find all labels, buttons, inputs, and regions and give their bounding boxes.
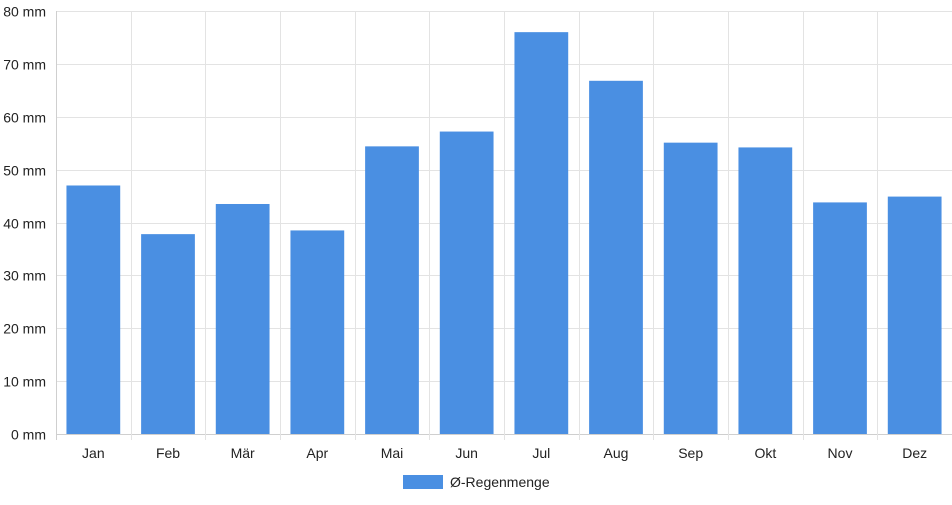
bar-mai[interactable]	[365, 146, 419, 435]
y-tick-label: 40 mm	[3, 216, 46, 232]
x-tick-label: Sep	[678, 445, 703, 461]
bars-layer	[66, 32, 942, 435]
y-tick-label: 80 mm	[3, 4, 46, 20]
bar-feb[interactable]	[141, 234, 195, 434]
grid-layer	[56, 11, 952, 440]
bar-mär[interactable]	[215, 203, 270, 434]
y-tick-label: 60 mm	[3, 110, 46, 126]
x-tick-label: Jun	[455, 445, 478, 461]
bar-dez[interactable]	[887, 196, 942, 434]
y-axis: 0 mm 10 mm 20 mm 30 mm 40 mm 50 mm 60 mm 70 mm 8…	[3, 4, 46, 443]
bar-jun[interactable]	[439, 131, 494, 434]
x-tick-label: Jan	[82, 445, 105, 461]
x-tick-label: Apr	[306, 445, 328, 461]
x-tick-label: Nov	[828, 445, 853, 461]
y-tick-label: 30 mm	[3, 268, 46, 284]
y-tick-label: 10 mm	[3, 374, 46, 390]
x-tick-label: Dez	[902, 445, 927, 461]
bar-okt[interactable]	[738, 147, 793, 435]
legend-swatch[interactable]	[403, 475, 443, 489]
y-tick-label: 70 mm	[3, 57, 46, 73]
bar-sep[interactable]	[663, 142, 718, 434]
x-tick-label: Okt	[754, 445, 776, 461]
x-tick-label: Aug	[604, 445, 629, 461]
y-tick-label: 50 mm	[3, 163, 46, 179]
legend[interactable]: Ø-Regenmenge	[403, 474, 550, 490]
x-tick-label: Jul	[532, 445, 550, 461]
x-tick-label: Feb	[156, 445, 180, 461]
x-tick-label: Mai	[381, 445, 404, 461]
x-axis: Jan Feb Mär Apr Mai Jun Jul Aug Sep Okt Nov Dez	[82, 445, 927, 461]
x-tick-label: Mär	[231, 445, 255, 461]
y-tick-label: 20 mm	[3, 321, 46, 337]
bar-aug[interactable]	[589, 80, 643, 435]
bar-nov[interactable]	[813, 202, 867, 434]
y-tick-label: 0 mm	[11, 427, 46, 443]
bar-jan[interactable]	[66, 185, 121, 434]
bar-apr[interactable]	[290, 230, 345, 434]
legend-label[interactable]: Ø-Regenmenge	[450, 474, 550, 490]
bar-jul[interactable]	[514, 32, 569, 435]
